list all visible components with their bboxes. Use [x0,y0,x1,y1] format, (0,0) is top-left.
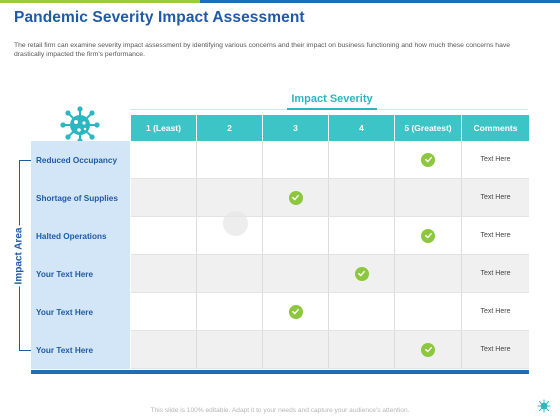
severity-cell [395,331,462,368]
severity-heading: Impact Severity [291,93,373,105]
impact-area-row-label: Reduced Occupancy [36,155,117,165]
severity-cell [197,331,263,368]
table-row: Text Here [131,217,529,255]
top-accent-green [0,0,200,3]
virus-icon [60,106,100,144]
severity-cell [131,331,197,368]
severity-cell [263,141,329,178]
severity-cell [329,293,395,330]
severity-cell [395,293,462,330]
severity-cell [197,217,263,254]
column-header: 1 (Least) [131,115,197,141]
severity-cell [263,293,329,330]
top-accent-blue [200,0,560,3]
footer-note: This slide is 100% editable. Adapt it to… [150,407,410,414]
severity-cell [131,179,197,216]
severity-cell [131,255,197,292]
check-icon [288,190,303,205]
impact-area-row-label: Halted Operations [36,231,107,241]
impact-area-row-label: Your Text Here [36,307,94,317]
impact-area-text: Impact Area [11,225,27,287]
severity-cell [329,255,395,292]
table-row: Text Here [131,293,529,331]
comment-cell: Text Here [480,346,511,353]
column-header: 2 [197,115,263,141]
impact-area-row-label: Your Text Here [36,345,94,355]
impact-area-row-label: Your Text Here [36,269,94,279]
virus-footer-icon [537,399,551,413]
check-icon [421,228,435,243]
severity-cell [329,331,395,368]
severity-cell [395,179,462,216]
table-bottom-rule [31,370,529,374]
severity-cell [329,217,395,254]
impact-area-row-label: Shortage of Supplies [36,193,118,203]
page-description: The retail firm can examine severity imp… [14,42,511,58]
severity-cell [395,255,462,292]
severity-cell [395,141,462,178]
check-icon [288,304,303,319]
table-row: Text Here [131,179,529,217]
check-icon [421,152,435,167]
severity-cell [197,141,263,178]
severity-cell [197,179,263,216]
severity-cell [329,141,395,178]
table-header: 1 (Least) 2 3 4 5 (Greatest) Comments [131,115,529,141]
check-icon [421,342,435,357]
severity-cell [131,217,197,254]
page-title: Pandemic Severity Impact Assessment [14,9,305,26]
severity-cell [263,179,329,216]
severity-cell [395,217,462,254]
column-header: 4 [329,115,395,141]
check-icon [354,266,369,281]
severity-cell [131,293,197,330]
severity-heading-underline [287,108,377,110]
severity-cell [329,179,395,216]
severity-cell [197,293,263,330]
severity-cell [197,255,263,292]
column-header: 3 [263,115,329,141]
comment-cell: Text Here [480,232,511,239]
column-header: Comments [462,115,529,141]
severity-cell [263,255,329,292]
top-accent-bar [0,0,560,3]
comment-cell: Text Here [480,308,511,315]
column-header: 5 (Greatest) [395,115,462,141]
severity-cell [131,141,197,178]
impact-area-column [31,141,130,369]
severity-cell [263,331,329,368]
table-row: Text Here [131,255,529,293]
severity-cell [263,217,329,254]
comment-cell: Text Here [480,270,511,277]
bracket-tick [19,160,31,162]
impact-area-labels: Reduced Occupancy Shortage of Supplies Hal… [31,141,130,369]
table-row: Text Here [131,331,529,369]
impact-area-axis-label: Impact Area [7,225,31,287]
severity-grid: Text Here Text Here Text Here Text Here Text… [131,141,529,369]
comment-cell: Text Here [480,194,511,201]
bracket-tick [19,350,31,352]
background-circle [223,211,248,236]
comment-cell: Text Here [480,156,511,163]
table-row: Text Here [131,141,529,179]
